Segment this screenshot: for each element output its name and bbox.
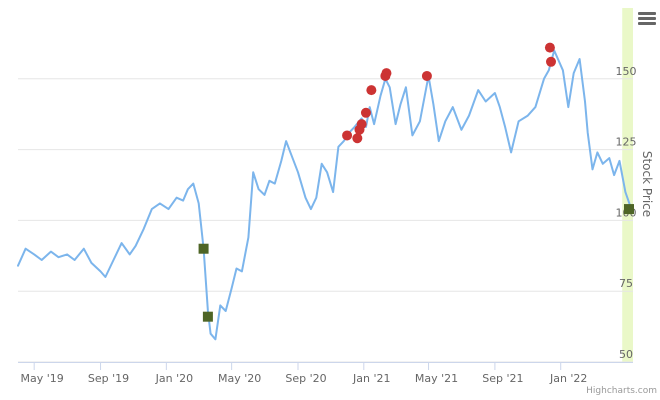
- y-axis-title: Stock Price: [640, 151, 654, 217]
- x-axis: May '19 Sep '19 Jan '20 May '20 Sep '20 Jan '…: [18, 362, 633, 385]
- y-tick-label: 75: [619, 277, 633, 290]
- grid-lines: [18, 78, 633, 363]
- highlight-band-group: [622, 8, 633, 362]
- y-axis: 5075100125150: [616, 65, 637, 361]
- y-tick-label: 50: [619, 348, 633, 361]
- x-tick-label: May '21: [415, 372, 458, 385]
- price-series: [17, 49, 632, 341]
- sell-marker: [421, 70, 432, 81]
- x-tick-label: Jan '22: [549, 372, 587, 385]
- marker-series: [198, 42, 634, 322]
- y-tick-label: 150: [616, 65, 637, 78]
- credits-text: Highcharts.com: [586, 386, 657, 396]
- x-tick-label: May '20: [218, 372, 261, 385]
- x-tick-label: Jan '21: [352, 372, 390, 385]
- x-tick-label: Sep '21: [482, 372, 523, 385]
- sell-marker: [381, 68, 392, 79]
- x-tick-label: May '19: [21, 372, 64, 385]
- sell-marker: [342, 130, 353, 141]
- sell-marker: [356, 119, 367, 130]
- sell-marker: [546, 56, 556, 67]
- sell-marker: [366, 85, 377, 96]
- buy-marker: [198, 243, 209, 254]
- x-tick-label: Sep '20: [285, 372, 326, 385]
- highlight-band: [622, 8, 633, 362]
- price-line: [17, 49, 632, 341]
- hamburger-menu-icon[interactable]: [638, 12, 656, 25]
- sell-marker: [544, 42, 555, 53]
- sell-marker: [360, 107, 371, 118]
- buy-marker: [624, 204, 634, 215]
- buy-marker: [202, 311, 213, 322]
- x-tick-label: Sep '19: [88, 372, 129, 385]
- sell-marker: [352, 133, 363, 144]
- x-tick-label: Jan '20: [155, 372, 193, 385]
- y-tick-label: 125: [616, 136, 637, 149]
